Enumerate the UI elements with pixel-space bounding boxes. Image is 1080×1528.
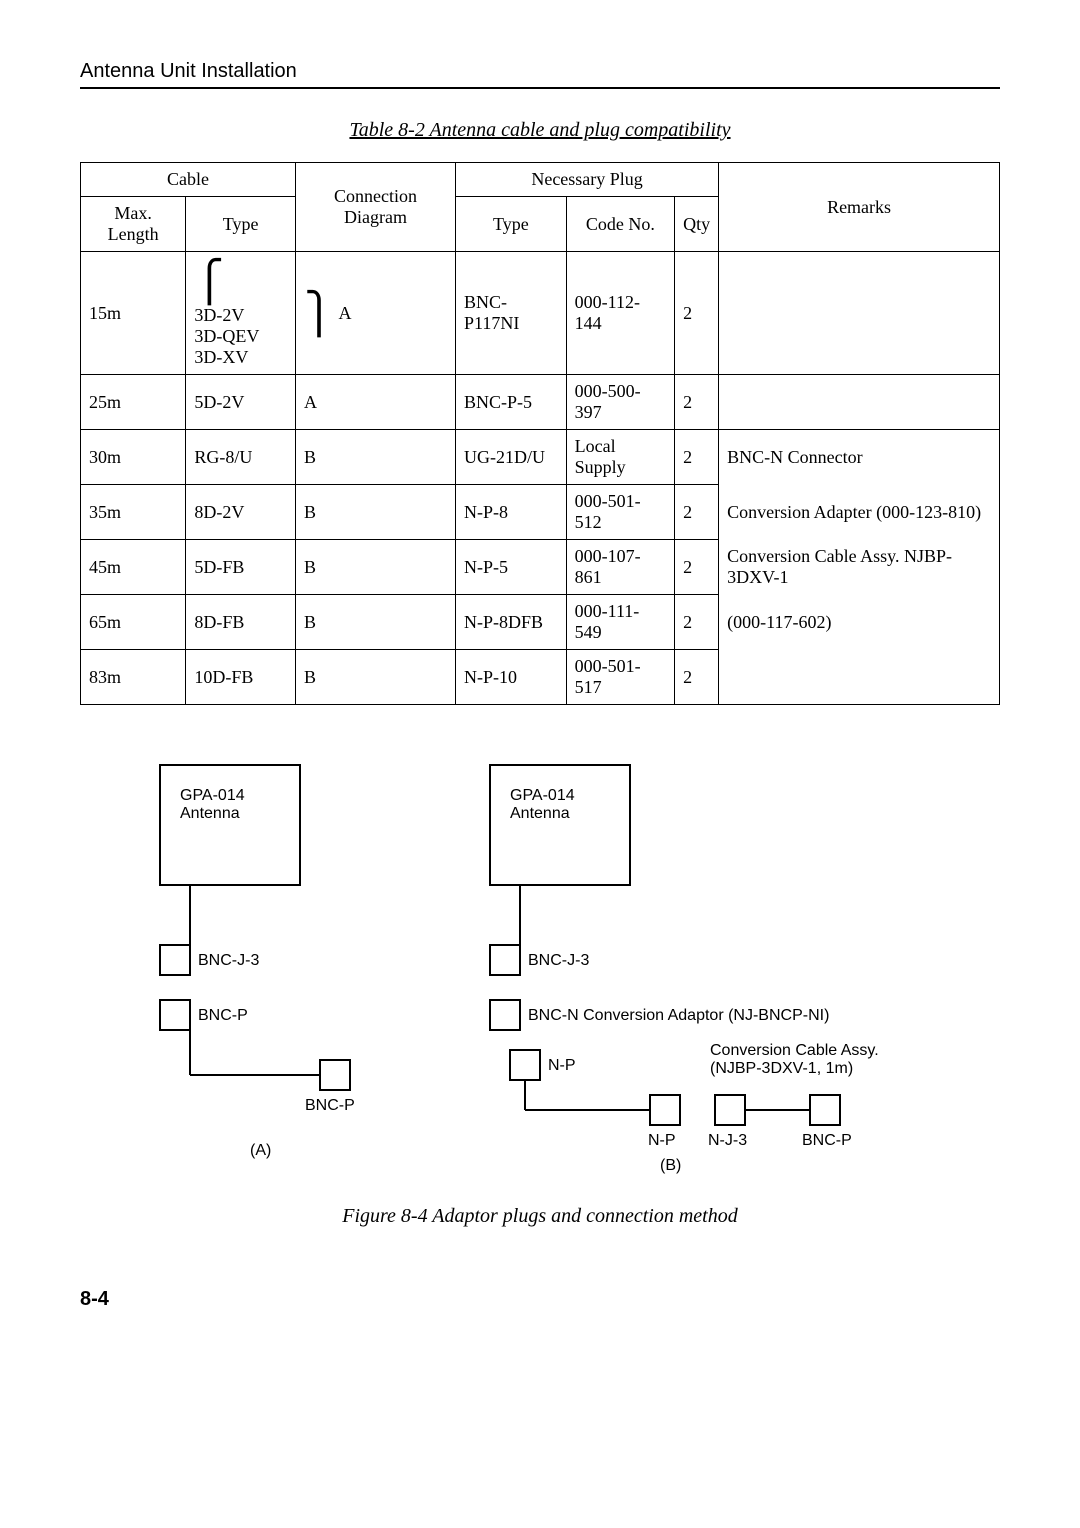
- cell-remark: (000-117-602): [719, 595, 1000, 650]
- cell-ptype: N-P-10: [456, 650, 567, 705]
- col-maxlen: Max. Length: [81, 197, 186, 252]
- cell-conn: B: [295, 430, 455, 485]
- cell-remark: BNC-N Connector: [719, 430, 1000, 485]
- compatibility-table: Cable Connection Diagram Necessary Plug …: [80, 162, 1000, 705]
- col-ptype: Type: [456, 197, 567, 252]
- ctype-0: 3D-2V: [194, 305, 244, 325]
- figure-caption: Figure 8-4 Adaptor plugs and connection …: [80, 1205, 1000, 1228]
- cell-qty: 2: [675, 595, 719, 650]
- cell-conn: B: [295, 540, 455, 595]
- cell-ptype: N-P-5: [456, 540, 567, 595]
- cell-qty: 2: [675, 252, 719, 375]
- cell-code: 000-112-144: [566, 252, 674, 375]
- cell-ptype: N-P-8: [456, 485, 567, 540]
- bncp-label-a2: BNC-P: [305, 1097, 355, 1114]
- table-row: 83m 10D-FB B N-P-10 000-501-517 2: [81, 650, 1000, 705]
- cell-len: 25m: [81, 375, 186, 430]
- conv-cable-label: Conversion Cable Assy.(NJBP-3DXV-1, 1m): [710, 1042, 879, 1077]
- cell-ctype: 5D-2V: [186, 375, 296, 430]
- page-header: Antenna Unit Installation: [80, 60, 1000, 89]
- table-row: 15m ⎧ 3D-2V 3D-QEV 3D-XV ⎫ A BNC-P117NI …: [81, 252, 1000, 375]
- connection-diagram: GPA-014Antenna BNC-J-3 BNC-P BNC-P (A) G…: [90, 755, 990, 1175]
- col-necessary: Necessary Plug: [456, 163, 719, 197]
- col-remarks: Remarks: [719, 163, 1000, 252]
- col-connection: Connection Diagram: [295, 163, 455, 252]
- table-caption: Table 8-2 Antenna cable and plug compati…: [80, 119, 1000, 142]
- cell-remark: [719, 650, 1000, 705]
- cell-conn: B: [295, 650, 455, 705]
- page-number: 8-4: [80, 1288, 1000, 1311]
- cell-qty: 2: [675, 430, 719, 485]
- cell-code: Local Supply: [566, 430, 674, 485]
- table-row: 35m 8D-2V B N-P-8 000-501-512 2 Conversi…: [81, 485, 1000, 540]
- table-header-row: Cable Connection Diagram Necessary Plug …: [81, 163, 1000, 197]
- table-row: 30m RG-8/U B UG-21D/U Local Supply 2 BNC…: [81, 430, 1000, 485]
- cell-ctype: RG-8/U: [186, 430, 296, 485]
- cell-qty: 2: [675, 650, 719, 705]
- cell-ptype: BNC-P-5: [456, 375, 567, 430]
- bncj3-label-a: BNC-J-3: [198, 952, 259, 969]
- cell-code: 000-501-512: [566, 485, 674, 540]
- cell-qty: 2: [675, 485, 719, 540]
- bncn-conv-label: BNC-N Conversion Adaptor (NJ-BNCP-NI): [528, 1007, 829, 1024]
- np-label-1: N-P: [548, 1057, 576, 1074]
- cell-remark: [719, 375, 1000, 430]
- cell-ctype: 10D-FB: [186, 650, 296, 705]
- cell-qty: 2: [675, 375, 719, 430]
- col-qty: Qty: [675, 197, 719, 252]
- cell-conn: A: [295, 375, 455, 430]
- col-cable: Cable: [81, 163, 296, 197]
- cell-ptype: BNC-P117NI: [456, 252, 567, 375]
- cell-ptype: UG-21D/U: [456, 430, 567, 485]
- table-row: 45m 5D-FB B N-P-5 000-107-861 2 Conversi…: [81, 540, 1000, 595]
- cell-len: 30m: [81, 430, 186, 485]
- cell-len: 65m: [81, 595, 186, 650]
- cell-conn: B: [295, 595, 455, 650]
- col-ctype: Type: [186, 197, 296, 252]
- ctype-2: 3D-XV: [194, 347, 248, 367]
- cell-conn: B: [295, 485, 455, 540]
- cell-code: 000-500-397: [566, 375, 674, 430]
- cell-remark: [719, 252, 1000, 375]
- bncj3-label-b: BNC-J-3: [528, 952, 589, 969]
- cell-code: 000-111-549: [566, 595, 674, 650]
- bncp-label-b: BNC-P: [802, 1132, 852, 1149]
- diagram-container: GPA-014Antenna BNC-J-3 BNC-P BNC-P (A) G…: [80, 755, 1000, 1175]
- cell-len: 83m: [81, 650, 186, 705]
- cell-len: 35m: [81, 485, 186, 540]
- table-row: 65m 8D-FB B N-P-8DFB 000-111-549 2 (000-…: [81, 595, 1000, 650]
- cell-len: 15m: [81, 252, 186, 375]
- ctype-1: 3D-QEV: [194, 326, 259, 346]
- np-label-2: N-P: [648, 1132, 676, 1149]
- nj3-label: N-J-3: [708, 1132, 747, 1149]
- cell-ptype: N-P-8DFB: [456, 595, 567, 650]
- cell-len: 45m: [81, 540, 186, 595]
- gpa-label-b: GPA-014Antenna: [510, 787, 575, 822]
- col-codeno: Code No.: [566, 197, 674, 252]
- cell-ctype: 8D-2V: [186, 485, 296, 540]
- cell-ctype: 8D-FB: [186, 595, 296, 650]
- gpa-label-a: GPA-014Antenna: [180, 787, 245, 822]
- cell-ctype: 5D-FB: [186, 540, 296, 595]
- diagram-a-label: (A): [250, 1142, 271, 1159]
- cell-code: 000-501-517: [566, 650, 674, 705]
- cell-code: 000-107-861: [566, 540, 674, 595]
- cell-qty: 2: [675, 540, 719, 595]
- table-row: 25m 5D-2V A BNC-P-5 000-500-397 2: [81, 375, 1000, 430]
- bncp-label-a1: BNC-P: [198, 1007, 248, 1024]
- cell-remark: Conversion Adapter (000-123-810): [719, 485, 1000, 540]
- cell-ctype: ⎧ 3D-2V 3D-QEV 3D-XV: [186, 252, 296, 375]
- diagram-b-label: (B): [660, 1157, 681, 1174]
- cell-remark: Conversion Cable Assy. NJBP-3DXV-1: [719, 540, 1000, 595]
- cell-conn: ⎫ A: [295, 252, 455, 375]
